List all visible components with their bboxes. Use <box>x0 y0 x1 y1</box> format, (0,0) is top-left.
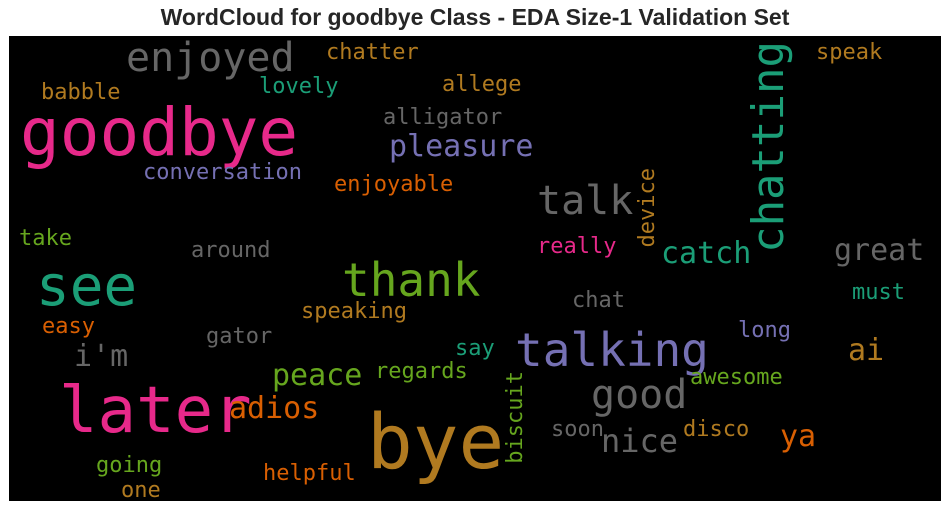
word-alligator: alligator <box>383 105 503 130</box>
word-easy: easy <box>42 314 95 339</box>
word-ya: ya <box>780 419 817 454</box>
word-thank: thank <box>342 253 481 307</box>
word-peace: peace <box>272 358 363 393</box>
word-speak: speak <box>816 40 883 65</box>
word-nice: nice <box>601 422 679 460</box>
word-bye: bye <box>367 397 505 486</box>
word-good: good <box>591 372 688 418</box>
word-chat: chat <box>572 288 625 313</box>
word-talk: talk <box>537 178 634 224</box>
word-around: around <box>191 238 271 263</box>
word-chatter: chatter <box>326 40 419 65</box>
word-im: i'm <box>74 339 129 374</box>
word-disco: disco <box>683 417 750 442</box>
word-ai: ai <box>848 333 885 368</box>
word-conversation: conversation <box>143 160 302 185</box>
word-regards: regards <box>375 359 468 384</box>
word-take: take <box>19 226 72 251</box>
word-gator: gator <box>206 324 273 349</box>
word-later: later <box>59 374 252 448</box>
word-awesome: awesome <box>690 365 783 390</box>
word-talking: talking <box>515 323 709 377</box>
chart-title: WordCloud for goodbye Class - EDA Size-1… <box>160 4 790 30</box>
word-adios: adios <box>229 391 320 426</box>
word-babble: babble <box>41 80 121 105</box>
word-really: really <box>537 234 617 259</box>
word-device: device <box>635 168 660 248</box>
word-lovely: lovely <box>259 74 339 99</box>
word-long: long <box>738 318 791 343</box>
word-goodbye: goodbye <box>20 94 299 171</box>
word-soon: soon <box>551 417 604 442</box>
word-say: say <box>455 336 495 361</box>
word-one: one <box>121 478 161 502</box>
word-helpful: helpful <box>263 461 356 486</box>
word-great: great <box>834 233 925 268</box>
word-chatting: chatting <box>743 41 794 253</box>
word-enjoyable: enjoyable <box>334 172 454 197</box>
word-speaking: speaking <box>301 299 407 324</box>
word-pleasure: pleasure <box>389 129 534 164</box>
word-allege: allege <box>442 72 522 97</box>
word-biscuit: biscuit <box>503 371 528 464</box>
word-must: must <box>852 280 905 305</box>
word-see: see <box>36 254 138 319</box>
word-enjoyed: enjoyed <box>126 36 295 81</box>
word-going: going <box>96 453 163 478</box>
wordcloud-canvas: bye goodbye later see talking thank chatting en… <box>9 36 941 501</box>
word-catch: catch <box>661 236 752 271</box>
